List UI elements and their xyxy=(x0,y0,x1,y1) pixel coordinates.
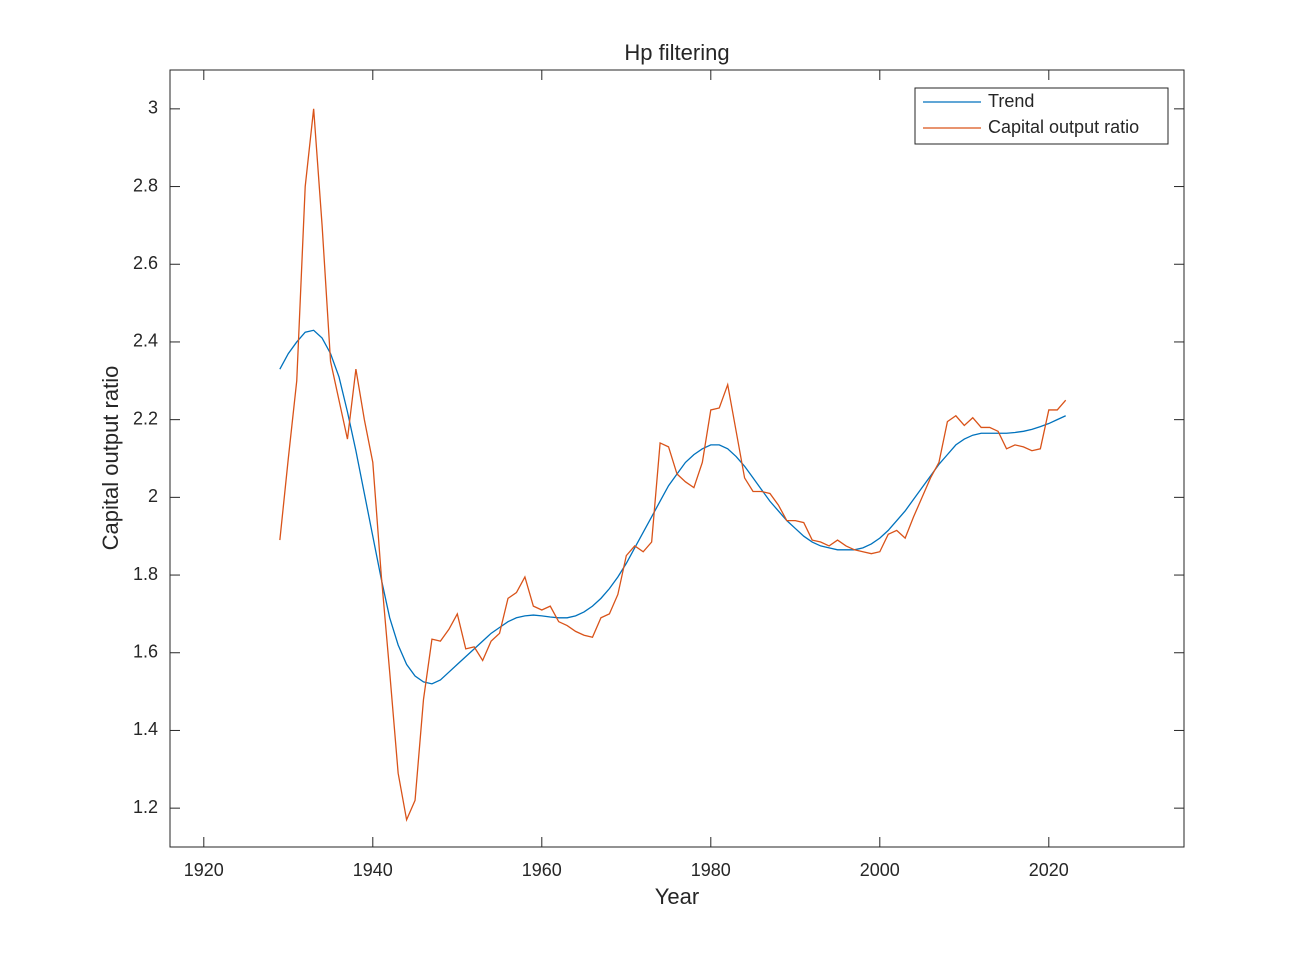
x-tick-label: 1960 xyxy=(522,860,562,880)
chart-title: Hp filtering xyxy=(624,40,729,65)
y-tick-label: 2.4 xyxy=(133,331,158,351)
y-tick-label: 3 xyxy=(148,98,158,118)
y-tick-label: 1.8 xyxy=(133,564,158,584)
y-tick-label: 2.6 xyxy=(133,253,158,273)
plot-area xyxy=(169,69,1185,848)
x-tick-label: 1980 xyxy=(691,860,731,880)
y-tick-label: 1.4 xyxy=(133,719,158,739)
y-axis-label: Capital output ratio xyxy=(98,366,123,551)
y-tick-label: 2.8 xyxy=(133,175,158,195)
data-line xyxy=(279,108,1067,823)
x-tick-label: 2000 xyxy=(860,860,900,880)
y-tick-label: 2 xyxy=(148,486,158,506)
x-tick-label: 2020 xyxy=(1029,860,1069,880)
y-tick-label: 1.6 xyxy=(133,642,158,662)
y-tick-label: 2.2 xyxy=(133,408,158,428)
y-tick-label: 1.2 xyxy=(133,797,158,817)
legend-label: Capital output ratio xyxy=(988,117,1139,137)
x-axis-label: Year xyxy=(655,884,699,909)
legend-label: Trend xyxy=(988,91,1034,111)
x-tick-label: 1940 xyxy=(353,860,393,880)
legend-box xyxy=(914,87,1169,145)
x-tick-label: 1920 xyxy=(184,860,224,880)
